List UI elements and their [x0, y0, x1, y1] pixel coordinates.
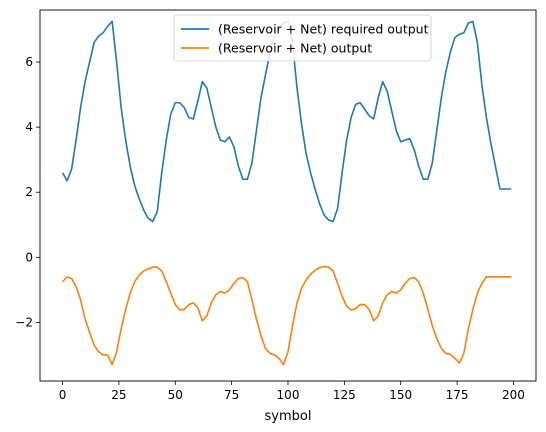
- x-tick-label: 75: [224, 388, 239, 402]
- y-axis: −2 0 2 4 6: [15, 55, 40, 329]
- x-tick-label: 0: [59, 388, 67, 402]
- y-tick-label: 4: [25, 120, 33, 134]
- y-tick-label: −2: [15, 315, 33, 329]
- x-axis: 0 25 50 75 100 125 150 175 200: [59, 381, 525, 402]
- x-tick-label: 25: [111, 388, 126, 402]
- series-line-1: [61, 265, 512, 366]
- x-tick-label: 50: [168, 388, 183, 402]
- plot-area: [39, 9, 537, 382]
- y-tick-label: 2: [25, 185, 33, 199]
- y-tick-label: 0: [25, 250, 33, 264]
- y-tick-label: 6: [25, 55, 33, 69]
- x-tick-label: 100: [277, 388, 300, 402]
- x-tick-label: 200: [502, 388, 525, 402]
- x-tick-label: 125: [333, 388, 356, 402]
- x-axis-label: symbol: [265, 409, 312, 424]
- x-tick-label: 175: [446, 388, 469, 402]
- legend-box: [173, 14, 432, 62]
- legend-label-output: (Reservoir + Net) output: [218, 41, 372, 56]
- x-tick-label: 150: [389, 388, 412, 402]
- legend-label-required-output: (Reservoir + Net) required output: [218, 22, 429, 37]
- legend: (Reservoir + Net) required output (Reser…: [173, 14, 432, 62]
